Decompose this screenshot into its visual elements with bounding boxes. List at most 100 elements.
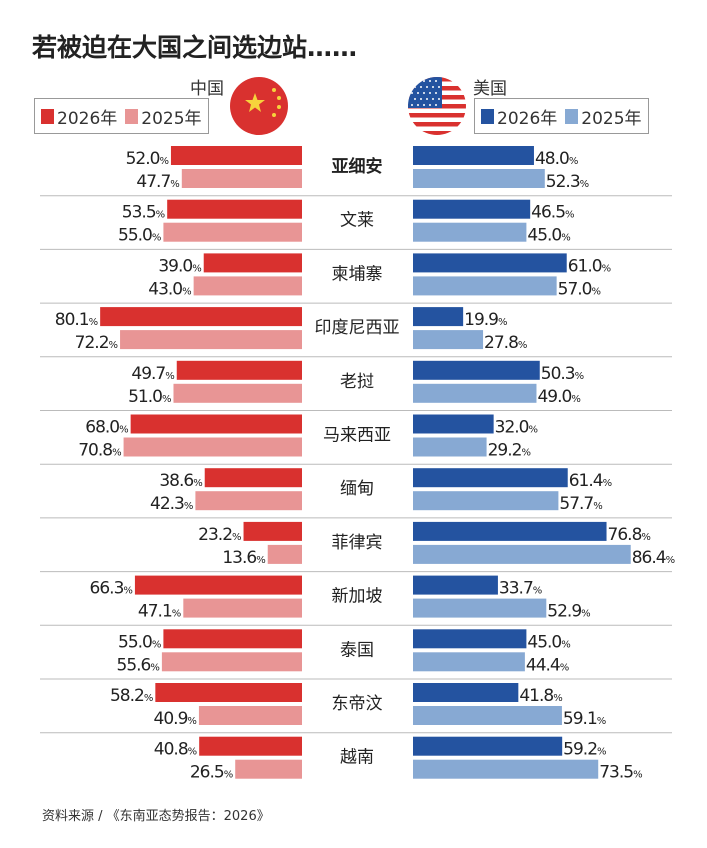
data-label: 49.0% — [537, 387, 580, 407]
bar-china-2026 — [204, 468, 302, 488]
bar-china-2026 — [199, 736, 302, 756]
data-label: 13.6% — [222, 548, 265, 568]
bar-us-2026 — [413, 575, 498, 595]
data-label: 57.7% — [559, 494, 602, 514]
legend-item-us-2025: 2025年 — [565, 104, 642, 129]
bar-china-2025 — [123, 437, 302, 457]
data-label: 61.4% — [569, 471, 612, 491]
data-label: 45.0% — [527, 226, 570, 246]
category-label: 东帝汶 — [332, 694, 383, 714]
data-label: 86.4% — [632, 548, 675, 568]
legend-label: 2025年 — [141, 108, 202, 129]
us-legend: 2026年 2025年 — [474, 98, 649, 134]
data-label: 46.5% — [531, 203, 574, 223]
china-flag-icon — [230, 77, 288, 135]
category-label: 印度尼西亚 — [315, 318, 400, 338]
us-label: 美国 — [473, 79, 507, 99]
data-label: 52.9% — [547, 602, 590, 622]
data-label: 26.5% — [190, 763, 233, 783]
bar-china-2026 — [176, 360, 302, 380]
bar-us-2025 — [413, 276, 557, 296]
category-label: 缅甸 — [340, 479, 374, 499]
data-label: 51.0% — [128, 387, 171, 407]
bar-us-2025 — [413, 383, 537, 403]
row-7: 菲律宾 23.2% 13.6% 76.8% 86.4% — [40, 517, 675, 568]
bar-us-2026 — [413, 414, 494, 434]
legend-label: 2025年 — [581, 108, 642, 129]
data-label: 76.8% — [608, 525, 651, 545]
data-label: 27.8% — [484, 333, 527, 353]
bar-china-2025 — [120, 330, 302, 350]
bar-china-2026 — [203, 253, 302, 273]
bar-us-2025 — [413, 759, 599, 779]
bar-us-2026 — [413, 360, 540, 380]
data-label: 55.0% — [118, 226, 161, 246]
data-label: 61.0% — [568, 256, 611, 276]
data-label: 72.2% — [75, 333, 118, 353]
bar-china-2025 — [193, 276, 302, 296]
row-11: 越南 40.8% 26.5% 59.2% 73.5% — [40, 732, 672, 783]
bar-china-2026 — [170, 146, 302, 165]
data-label: 38.6% — [159, 471, 202, 491]
bar-china-2026 — [130, 414, 302, 434]
data-label: 40.9% — [154, 709, 197, 729]
data-label: 59.1% — [563, 709, 606, 729]
bar-us-2026 — [413, 521, 607, 541]
bar-us-2026 — [413, 199, 531, 219]
legend-label: 2026年 — [497, 108, 558, 129]
legend-item-china-2025: 2025年 — [125, 104, 202, 129]
bar-china-2025 — [198, 706, 302, 725]
us-flag-icon — [408, 77, 466, 135]
row-1: 文莱 53.5% 55.0% 46.5% 45.0% — [40, 195, 672, 246]
data-label: 59.2% — [563, 740, 606, 760]
bar-us-2026 — [413, 683, 519, 702]
bar-us-2026 — [413, 736, 563, 756]
data-label: 58.2% — [110, 686, 153, 706]
category-label: 越南 — [340, 748, 374, 768]
bar-us-2026 — [413, 468, 568, 488]
category-label: 老挝 — [340, 372, 374, 392]
bar-china-2025 — [161, 652, 302, 672]
data-label: 49.7% — [131, 364, 174, 384]
row-9: 泰国 55.0% 55.6% 45.0% 44.4% — [40, 624, 672, 675]
category-label: 马来西亚 — [323, 426, 391, 446]
data-label: 19.9% — [464, 310, 507, 330]
legend-item-us-2026: 2026年 — [481, 104, 557, 129]
category-label: 菲律宾 — [332, 533, 383, 553]
row-6: 缅甸 38.6% 42.3% 61.4% 57.7% — [40, 463, 672, 514]
data-label: 66.3% — [90, 579, 133, 599]
data-label: 68.0% — [85, 418, 128, 438]
data-label: 45.0% — [527, 632, 570, 652]
data-label: 48.0% — [535, 149, 578, 169]
bar-us-2025 — [413, 169, 545, 188]
data-label: 52.3% — [546, 172, 589, 192]
data-label: 47.1% — [138, 602, 181, 622]
row-10: 东帝汶 58.2%40.9% 41.8%59.1% — [40, 678, 672, 729]
row-5: 马来西亚 68.0% 70.8% 32.0% 29.2% — [40, 410, 672, 461]
bar-us-2025 — [413, 330, 484, 350]
data-label: 42.3% — [150, 494, 193, 514]
data-label: 47.7% — [136, 172, 179, 192]
data-label: 29.2% — [488, 441, 531, 461]
bar-us-2025 — [413, 491, 559, 511]
category-label: 泰国 — [340, 640, 374, 660]
bar-china-2026 — [100, 307, 302, 327]
data-label: 52.0% — [126, 149, 169, 169]
data-label: 33.7% — [499, 579, 542, 599]
row-3: 印度尼西亚 80.1% 72.2% 19.9% 27.8% — [40, 302, 672, 353]
legend-swatch — [565, 108, 579, 124]
category-label: 柬埔寨 — [332, 264, 383, 284]
bar-china-2025 — [195, 491, 302, 511]
data-label: 80.1% — [55, 310, 98, 330]
bar-us-2025 — [413, 652, 525, 672]
bar-us-2025 — [413, 598, 547, 618]
bar-china-2025 — [183, 598, 302, 618]
bar-us-2025 — [413, 437, 487, 457]
bar-china-2025 — [173, 383, 302, 403]
data-label: 57.0% — [558, 279, 601, 299]
row-2: 柬埔寨 39.0% 43.0% 61.0% 57.0% — [40, 248, 672, 299]
data-label: 44.4% — [526, 655, 569, 675]
data-label: 32.0% — [495, 418, 538, 438]
data-label: 39.0% — [158, 256, 201, 276]
